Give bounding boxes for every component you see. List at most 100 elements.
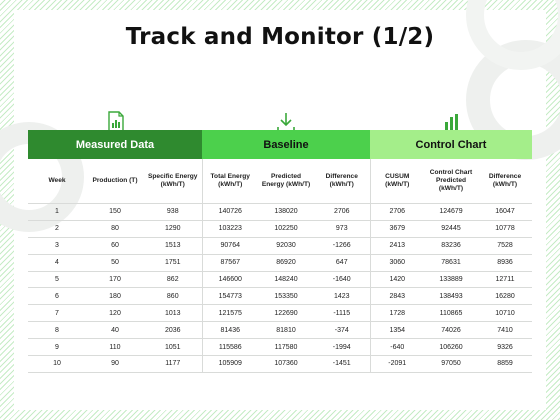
table-cell: 120 <box>86 304 144 322</box>
column-header: CUSUM (kWh/T) <box>385 172 410 188</box>
table-cell: 3679 <box>370 219 424 238</box>
column-header: Control Chart Predicted (kWh/T) <box>429 168 473 193</box>
table-row: 7 120 1013 121575 122690 -1115 1728 110865 10710 <box>28 304 532 322</box>
table-cell: 7410 <box>478 321 532 339</box>
table-cell: 8 <box>28 321 86 339</box>
table-cell: 1051 <box>144 338 203 356</box>
column-header: Specific Energy (kWh/T) <box>144 159 203 204</box>
table-cell: 860 <box>144 287 203 305</box>
table-cell: 1420 <box>370 270 424 288</box>
table-row: 3 60 1513 90764 92030 -1266 2413 83236 7528 <box>28 236 532 255</box>
table-cell: 83236 <box>424 236 478 255</box>
table-cell: 1290 <box>144 219 203 238</box>
table-cell: 973 <box>314 219 371 238</box>
table-cell: 78631 <box>424 253 478 272</box>
table-cell: 2706 <box>314 203 371 221</box>
table-cell: 1177 <box>144 355 203 373</box>
table-cell: 170 <box>86 270 144 288</box>
table-cell: 16047 <box>478 203 532 221</box>
table-cell: 153350 <box>258 287 314 305</box>
table-cell: 1751 <box>144 253 203 272</box>
column-header: Predicted Energy (kWh/T) <box>261 172 311 188</box>
table-cell: 117580 <box>258 338 314 356</box>
table-cell: 8859 <box>478 355 532 373</box>
table-cell: 647 <box>314 253 371 272</box>
table-cell: 6 <box>28 287 86 305</box>
table-cell: 60 <box>86 236 144 255</box>
table-cell: 102250 <box>258 219 314 238</box>
column-header: Week <box>48 176 66 184</box>
table-row: 9 110 1051 115586 117580 -1994 -640 106260 9326 <box>28 338 532 356</box>
table-cell: 1728 <box>370 304 424 322</box>
table-cell: 2 <box>28 219 86 238</box>
table-cell: 107360 <box>258 355 314 373</box>
column-header-row: Week Production (T) Specific Energy (kWh… <box>28 159 532 204</box>
table-cell: 115586 <box>202 338 258 356</box>
table-cell: -1640 <box>314 270 371 288</box>
table-cell: 140726 <box>202 203 258 221</box>
table-cell: 180 <box>86 287 144 305</box>
table-cell: 122690 <box>258 304 314 322</box>
table-cell: -1115 <box>314 304 371 322</box>
table-cell: 105909 <box>202 355 258 373</box>
table-cell: 92030 <box>258 236 314 255</box>
table-cell: 1513 <box>144 236 203 255</box>
table-cell: -1994 <box>314 338 371 356</box>
table-row: 1 150 938 140726 138020 2706 2706 124679 16047 <box>28 203 532 221</box>
table-cell: 938 <box>144 203 203 221</box>
table-cell: 1423 <box>314 287 371 305</box>
group-header-row: Measured Data Baseline Control Chart <box>28 130 532 159</box>
document-chart-icon <box>108 111 124 133</box>
table-cell: 148240 <box>258 270 314 288</box>
table-cell: 10710 <box>478 304 532 322</box>
table-cell: -1451 <box>314 355 371 373</box>
table-cell: 9 <box>28 338 86 356</box>
table-cell: 92445 <box>424 219 478 238</box>
column-header: Total Energy (kWh/T) <box>210 172 250 188</box>
table-cell: 9326 <box>478 338 532 356</box>
table-cell: 110865 <box>424 304 478 322</box>
table-cell: 146600 <box>202 270 258 288</box>
energy-table: Week Production (T) Specific Energy (kWh… <box>28 159 532 373</box>
table-cell: 1013 <box>144 304 203 322</box>
table-cell: 7528 <box>478 236 532 255</box>
table-cell: 3 <box>28 236 86 255</box>
data-table: Measured Data Baseline Control Chart Wee… <box>28 130 532 373</box>
column-header: Production (T) <box>92 176 138 184</box>
table-cell: 106260 <box>424 338 478 356</box>
table-cell: 7 <box>28 304 86 322</box>
column-header: Difference (kWh/T) <box>314 159 371 204</box>
table-cell: 862 <box>144 270 203 288</box>
table-cell: 87567 <box>202 253 258 272</box>
table-row: 5 170 862 146600 148240 -1640 1420 133889 12711 <box>28 270 532 288</box>
table-cell: 16280 <box>478 287 532 305</box>
table-cell: 90764 <box>202 236 258 255</box>
group-baseline: Baseline <box>202 130 370 159</box>
table-cell: 81436 <box>202 321 258 339</box>
table-cell: 12711 <box>478 270 532 288</box>
table-cell: 103223 <box>202 219 258 238</box>
table-row: 4 50 1751 87567 86920 647 3060 78631 8936 <box>28 253 532 272</box>
table-cell: 97050 <box>424 355 478 373</box>
table-cell: 4 <box>28 253 86 272</box>
page-title: Track and Monitor (1/2) <box>125 24 435 50</box>
table-row: 2 80 1290 103223 102250 973 3679 92445 10778 <box>28 219 532 238</box>
table-cell: 3060 <box>370 253 424 272</box>
group-control-chart: Control Chart <box>370 130 532 159</box>
table-cell: 124679 <box>424 203 478 221</box>
table-cell: 2843 <box>370 287 424 305</box>
table-cell: 86920 <box>258 253 314 272</box>
table-cell: -2091 <box>370 355 424 373</box>
table-cell: 5 <box>28 270 86 288</box>
table-cell: 1354 <box>370 321 424 339</box>
table-cell: 2413 <box>370 236 424 255</box>
table-cell: 138020 <box>258 203 314 221</box>
column-header: Difference (kWh/T) <box>488 172 522 188</box>
table-cell: 81810 <box>258 321 314 339</box>
table-cell: 10778 <box>478 219 532 238</box>
table-row: 8 40 2036 81436 81810 -374 1354 74026 7410 <box>28 321 532 339</box>
table-cell: 110 <box>86 338 144 356</box>
table-cell: 2706 <box>370 203 424 221</box>
table-cell: 8936 <box>478 253 532 272</box>
table-cell: 90 <box>86 355 144 373</box>
